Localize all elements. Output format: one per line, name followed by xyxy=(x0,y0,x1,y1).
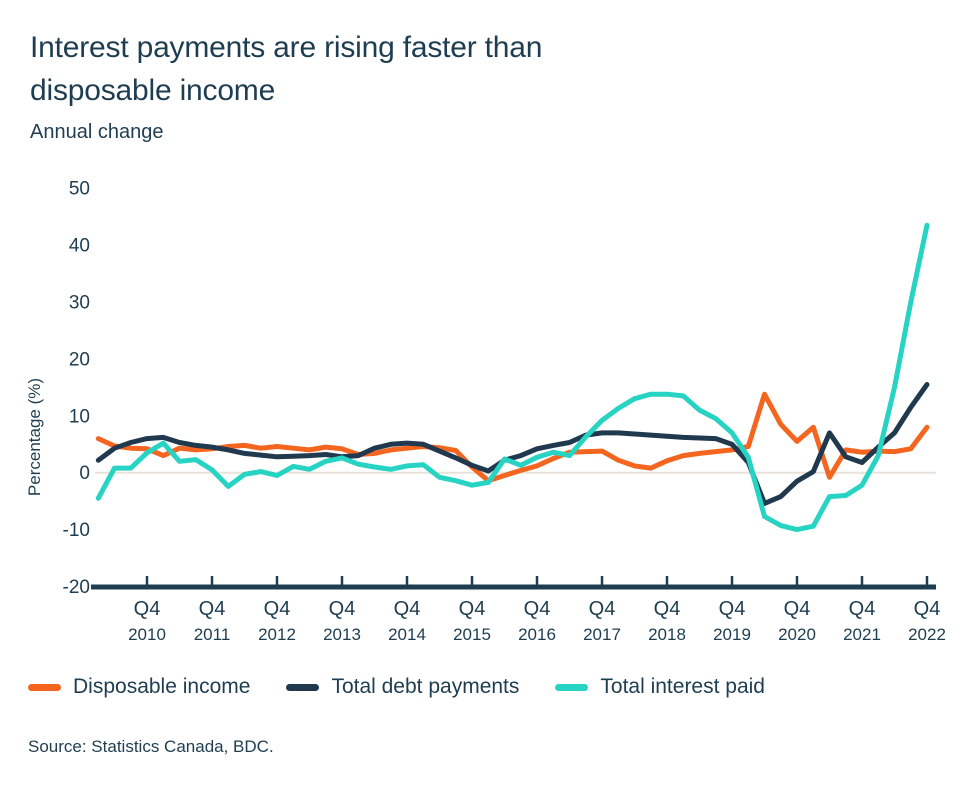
x-axis-label-quarter: Q4 xyxy=(784,598,811,620)
y-axis-tick-label: 0 xyxy=(79,463,90,484)
series-line-total-debt-payments xyxy=(95,382,930,506)
y-axis-tick-label: 10 xyxy=(69,406,90,427)
legend-item-total-interest-paid: Total interest paid xyxy=(555,675,765,699)
x-axis-label-year: 2013 xyxy=(323,625,361,644)
x-axis-label-quarter: Q4 xyxy=(264,598,291,620)
legend-item-total-debt-payments: Total debt payments xyxy=(286,675,519,699)
legend-label-disposable-income: Disposable income xyxy=(73,675,251,698)
series-line-total-interest-paid xyxy=(95,222,930,533)
x-axis-label-quarter: Q4 xyxy=(134,598,161,620)
legend-label-total-interest-paid: Total interest paid xyxy=(600,675,765,698)
x-axis-label-year: 2014 xyxy=(388,625,426,644)
y-axis-tick-label: -10 xyxy=(63,520,90,541)
chart-title-line1: Interest payments are rising faster than xyxy=(30,31,543,64)
legend-swatch-disposable-income xyxy=(28,683,61,691)
x-axis-label-year: 2020 xyxy=(778,625,816,644)
x-axis-label-year: 2017 xyxy=(583,625,621,644)
x-axis-label-quarter: Q4 xyxy=(394,598,421,620)
x-axis-label-year: 2015 xyxy=(453,625,491,644)
x-axis-label-year: 2019 xyxy=(713,625,751,644)
legend-swatch-total-interest-paid xyxy=(555,683,589,691)
series-line-disposable-income xyxy=(95,391,930,484)
x-axis-label-quarter: Q4 xyxy=(654,598,681,620)
x-axis-label-quarter: Q4 xyxy=(849,598,876,620)
y-axis-tick-label: 20 xyxy=(69,349,90,370)
x-axis-label-quarter: Q4 xyxy=(329,598,356,620)
source-note: Source: Statistics Canada, BDC. xyxy=(28,737,274,756)
chart-subtitle: Annual change xyxy=(30,121,164,143)
x-axis-label-quarter: Q4 xyxy=(719,598,746,620)
x-axis-label-quarter: Q4 xyxy=(199,598,226,620)
x-axis-label-quarter: Q4 xyxy=(914,598,941,620)
x-axis-label-year: 2021 xyxy=(843,625,881,644)
y-axis-tick-label: 40 xyxy=(69,236,90,257)
x-axis-label-year: 2011 xyxy=(194,625,231,644)
legend-item-disposable-income: Disposable income xyxy=(28,675,250,699)
x-axis-label-year: 2016 xyxy=(518,625,556,644)
chart-title-line2: disposable income xyxy=(30,74,276,107)
x-axis-label-year: 2022 xyxy=(908,625,946,644)
x-axis-label-year: 2010 xyxy=(128,625,166,644)
legend-label-total-debt-payments: Total debt payments xyxy=(331,675,520,698)
x-axis-label-quarter: Q4 xyxy=(589,598,616,620)
chart-title: Interest payments are rising faster than… xyxy=(30,26,542,112)
legend-swatch-total-debt-payments xyxy=(286,683,320,691)
x-axis-label-year: 2018 xyxy=(648,625,686,644)
y-axis-tick-label: 30 xyxy=(69,293,90,314)
x-axis-label-quarter: Q4 xyxy=(459,598,486,620)
x-axis-label-quarter: Q4 xyxy=(524,598,551,620)
x-axis-label-year: 2012 xyxy=(258,625,296,644)
y-axis-tick-label: -20 xyxy=(63,577,90,598)
y-axis-title: Percentage (%) xyxy=(25,378,44,496)
legend: Disposable income Total debt payments To… xyxy=(28,675,765,699)
y-axis-tick-label: 50 xyxy=(69,179,90,200)
